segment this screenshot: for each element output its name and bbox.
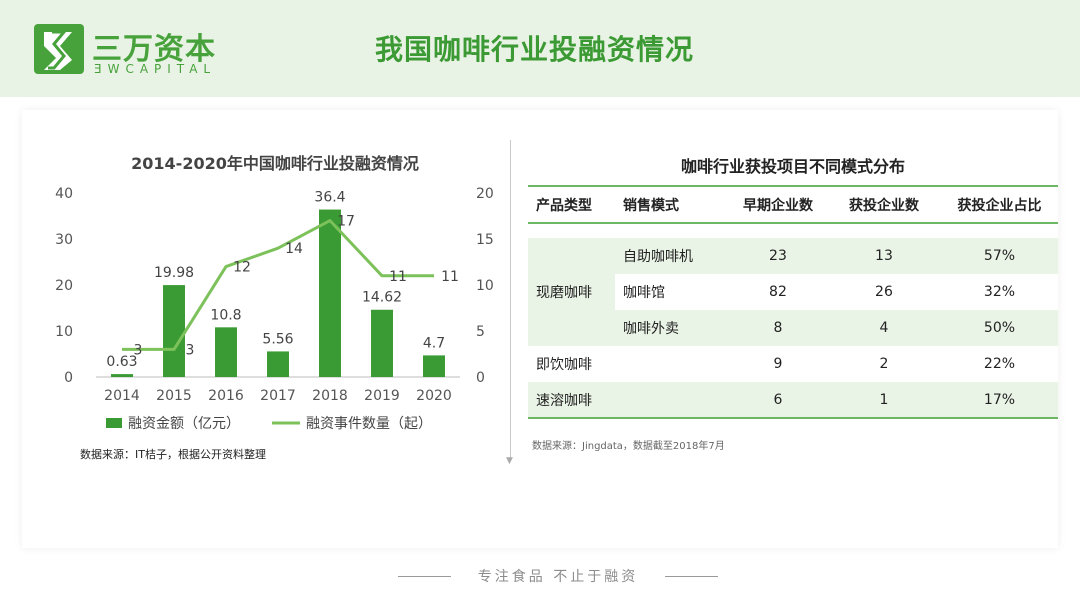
bar bbox=[423, 355, 445, 377]
y-right-tick-label: 5 bbox=[476, 324, 485, 340]
cell-ratio: 57% bbox=[932, 238, 1058, 274]
cell-ratio: 50% bbox=[932, 310, 1058, 346]
cell-ratio: 32% bbox=[983, 284, 1016, 300]
bar bbox=[111, 374, 133, 377]
col-header-ratio: 获投企业占比 bbox=[932, 185, 1058, 224]
table-row: 即饮咖啡 9 2 22% bbox=[528, 346, 1058, 382]
y-left-tick-label: 0 bbox=[64, 370, 73, 386]
chart-title: 2014-2020年中国咖啡行业投融资情况 bbox=[131, 154, 419, 173]
col-header-funded: 获投企业数 bbox=[826, 185, 933, 224]
footer-line-left bbox=[398, 576, 451, 577]
footer-slogan: 专注食品 不止于融资 bbox=[398, 566, 718, 586]
bar-data-label: 10.8 bbox=[210, 307, 241, 323]
cell-early: 82 bbox=[769, 284, 787, 300]
bar-data-label: 4.7 bbox=[423, 335, 445, 351]
y-left-tick-label: 20 bbox=[55, 278, 73, 294]
header-bar: 三万资本 ƎWCAPITAL 我国咖啡行业投融资情况 bbox=[0, 0, 1080, 97]
x-tick-label: 2018 bbox=[312, 388, 348, 404]
y-right-tick-label: 20 bbox=[476, 186, 494, 202]
cell-funded: 26 bbox=[875, 284, 893, 300]
line-data-label: 12 bbox=[233, 260, 251, 276]
cell-funded: 4 bbox=[826, 310, 933, 346]
brand-name-en: ƎWCAPITAL bbox=[94, 62, 217, 76]
line-data-label: 3 bbox=[186, 342, 195, 358]
bar bbox=[215, 327, 237, 377]
bar-data-label: 19.98 bbox=[154, 265, 194, 281]
cell-type: 速溶咖啡 bbox=[528, 382, 615, 419]
col-header-mode: 销售模式 bbox=[614, 185, 721, 224]
page-title: 我国咖啡行业投融资情况 bbox=[375, 33, 695, 66]
bar bbox=[319, 209, 341, 377]
x-tick-label: 2019 bbox=[364, 388, 400, 404]
x-tick-label: 2015 bbox=[156, 388, 192, 404]
chart-source-note: 数据来源：IT桔子，根据公开资料整理 bbox=[80, 448, 266, 461]
col-header-early: 早期企业数 bbox=[720, 185, 827, 224]
col-header-type: 产品类型 bbox=[528, 185, 615, 224]
bar-data-label: 5.56 bbox=[262, 331, 293, 347]
cell-early: 6 bbox=[720, 382, 827, 419]
table-row: 速溶咖啡 6 1 17% bbox=[528, 382, 1058, 419]
cell-funded: 2 bbox=[879, 356, 889, 372]
y-right-tick-label: 15 bbox=[476, 232, 494, 248]
legend-bar-label: 融资金额（亿元） bbox=[128, 416, 240, 432]
table-row: 咖啡馆 82 26 32% bbox=[528, 274, 1058, 310]
cell-ratio: 22% bbox=[983, 356, 1016, 372]
footer-line-right bbox=[665, 576, 718, 577]
cell-mode: 自助咖啡机 bbox=[614, 238, 721, 274]
bar-data-label: 0.63 bbox=[106, 354, 137, 370]
cell-mode: 咖啡外卖 bbox=[614, 310, 721, 346]
bar-data-label: 36.4 bbox=[314, 190, 345, 206]
divider-arrow-icon: ▼ bbox=[506, 456, 513, 466]
brand-name-cn: 三万资本 bbox=[92, 32, 216, 67]
cell-early: 8 bbox=[720, 310, 827, 346]
footer-slogan-text: 专注食品 不止于融资 bbox=[477, 569, 639, 585]
bar bbox=[163, 285, 185, 377]
bar bbox=[371, 309, 393, 377]
brand-logo-icon bbox=[34, 24, 84, 74]
table-row: 现磨咖啡 自助咖啡机 23 13 57% bbox=[528, 238, 1058, 346]
line-series bbox=[122, 219, 434, 351]
cell-ratio: 17% bbox=[932, 382, 1058, 419]
x-tick-label: 2016 bbox=[208, 388, 244, 404]
line-data-label: 3 bbox=[134, 342, 143, 358]
cell-mode bbox=[615, 346, 721, 382]
y-right-tick-label: 10 bbox=[476, 278, 494, 294]
cell-funded: 13 bbox=[826, 238, 933, 274]
cell-early: 23 bbox=[720, 238, 827, 274]
line-data-label: 11 bbox=[441, 269, 459, 285]
x-tick-label: 2014 bbox=[104, 388, 140, 404]
line-data-label: 17 bbox=[337, 214, 355, 230]
cell-mode: 咖啡馆 bbox=[622, 285, 665, 301]
line-data-label: 14 bbox=[285, 241, 303, 257]
table-header-row: 产品类型 销售模式 早期企业数 获投企业数 获投企业占比 bbox=[528, 185, 1058, 224]
y-right-tick-label: 0 bbox=[476, 370, 485, 386]
x-tick-label: 2017 bbox=[260, 388, 296, 404]
table-row: 咖啡外卖 8 4 50% bbox=[528, 310, 1058, 346]
investment-mode-table: 产品类型 销售模式 早期企业数 获投企业数 获投企业占比 现磨咖啡 自助咖啡机 … bbox=[528, 185, 1058, 419]
table-source-note: 数据来源：Jingdata，数据截至2018年7月 bbox=[532, 441, 725, 452]
cell-early: 9 bbox=[773, 356, 783, 372]
cell-type: 现磨咖啡 bbox=[528, 238, 615, 346]
bar-data-label: 14.62 bbox=[362, 290, 402, 306]
line-data-label: 11 bbox=[389, 269, 407, 285]
bar bbox=[267, 351, 289, 377]
legend-bar-swatch bbox=[106, 418, 122, 428]
cell-type: 即饮咖啡 bbox=[536, 357, 592, 373]
table-title: 咖啡行业获投项目不同模式分布 bbox=[680, 157, 905, 176]
y-left-tick-label: 10 bbox=[55, 324, 73, 340]
panel-divider bbox=[510, 140, 511, 458]
y-left-tick-label: 40 bbox=[55, 186, 73, 202]
cell-funded: 1 bbox=[826, 382, 933, 419]
x-tick-label: 2020 bbox=[416, 388, 452, 404]
cell-mode bbox=[614, 382, 721, 419]
legend-line-label: 融资事件数量（起） bbox=[306, 416, 432, 432]
y-left-tick-label: 30 bbox=[55, 232, 73, 248]
